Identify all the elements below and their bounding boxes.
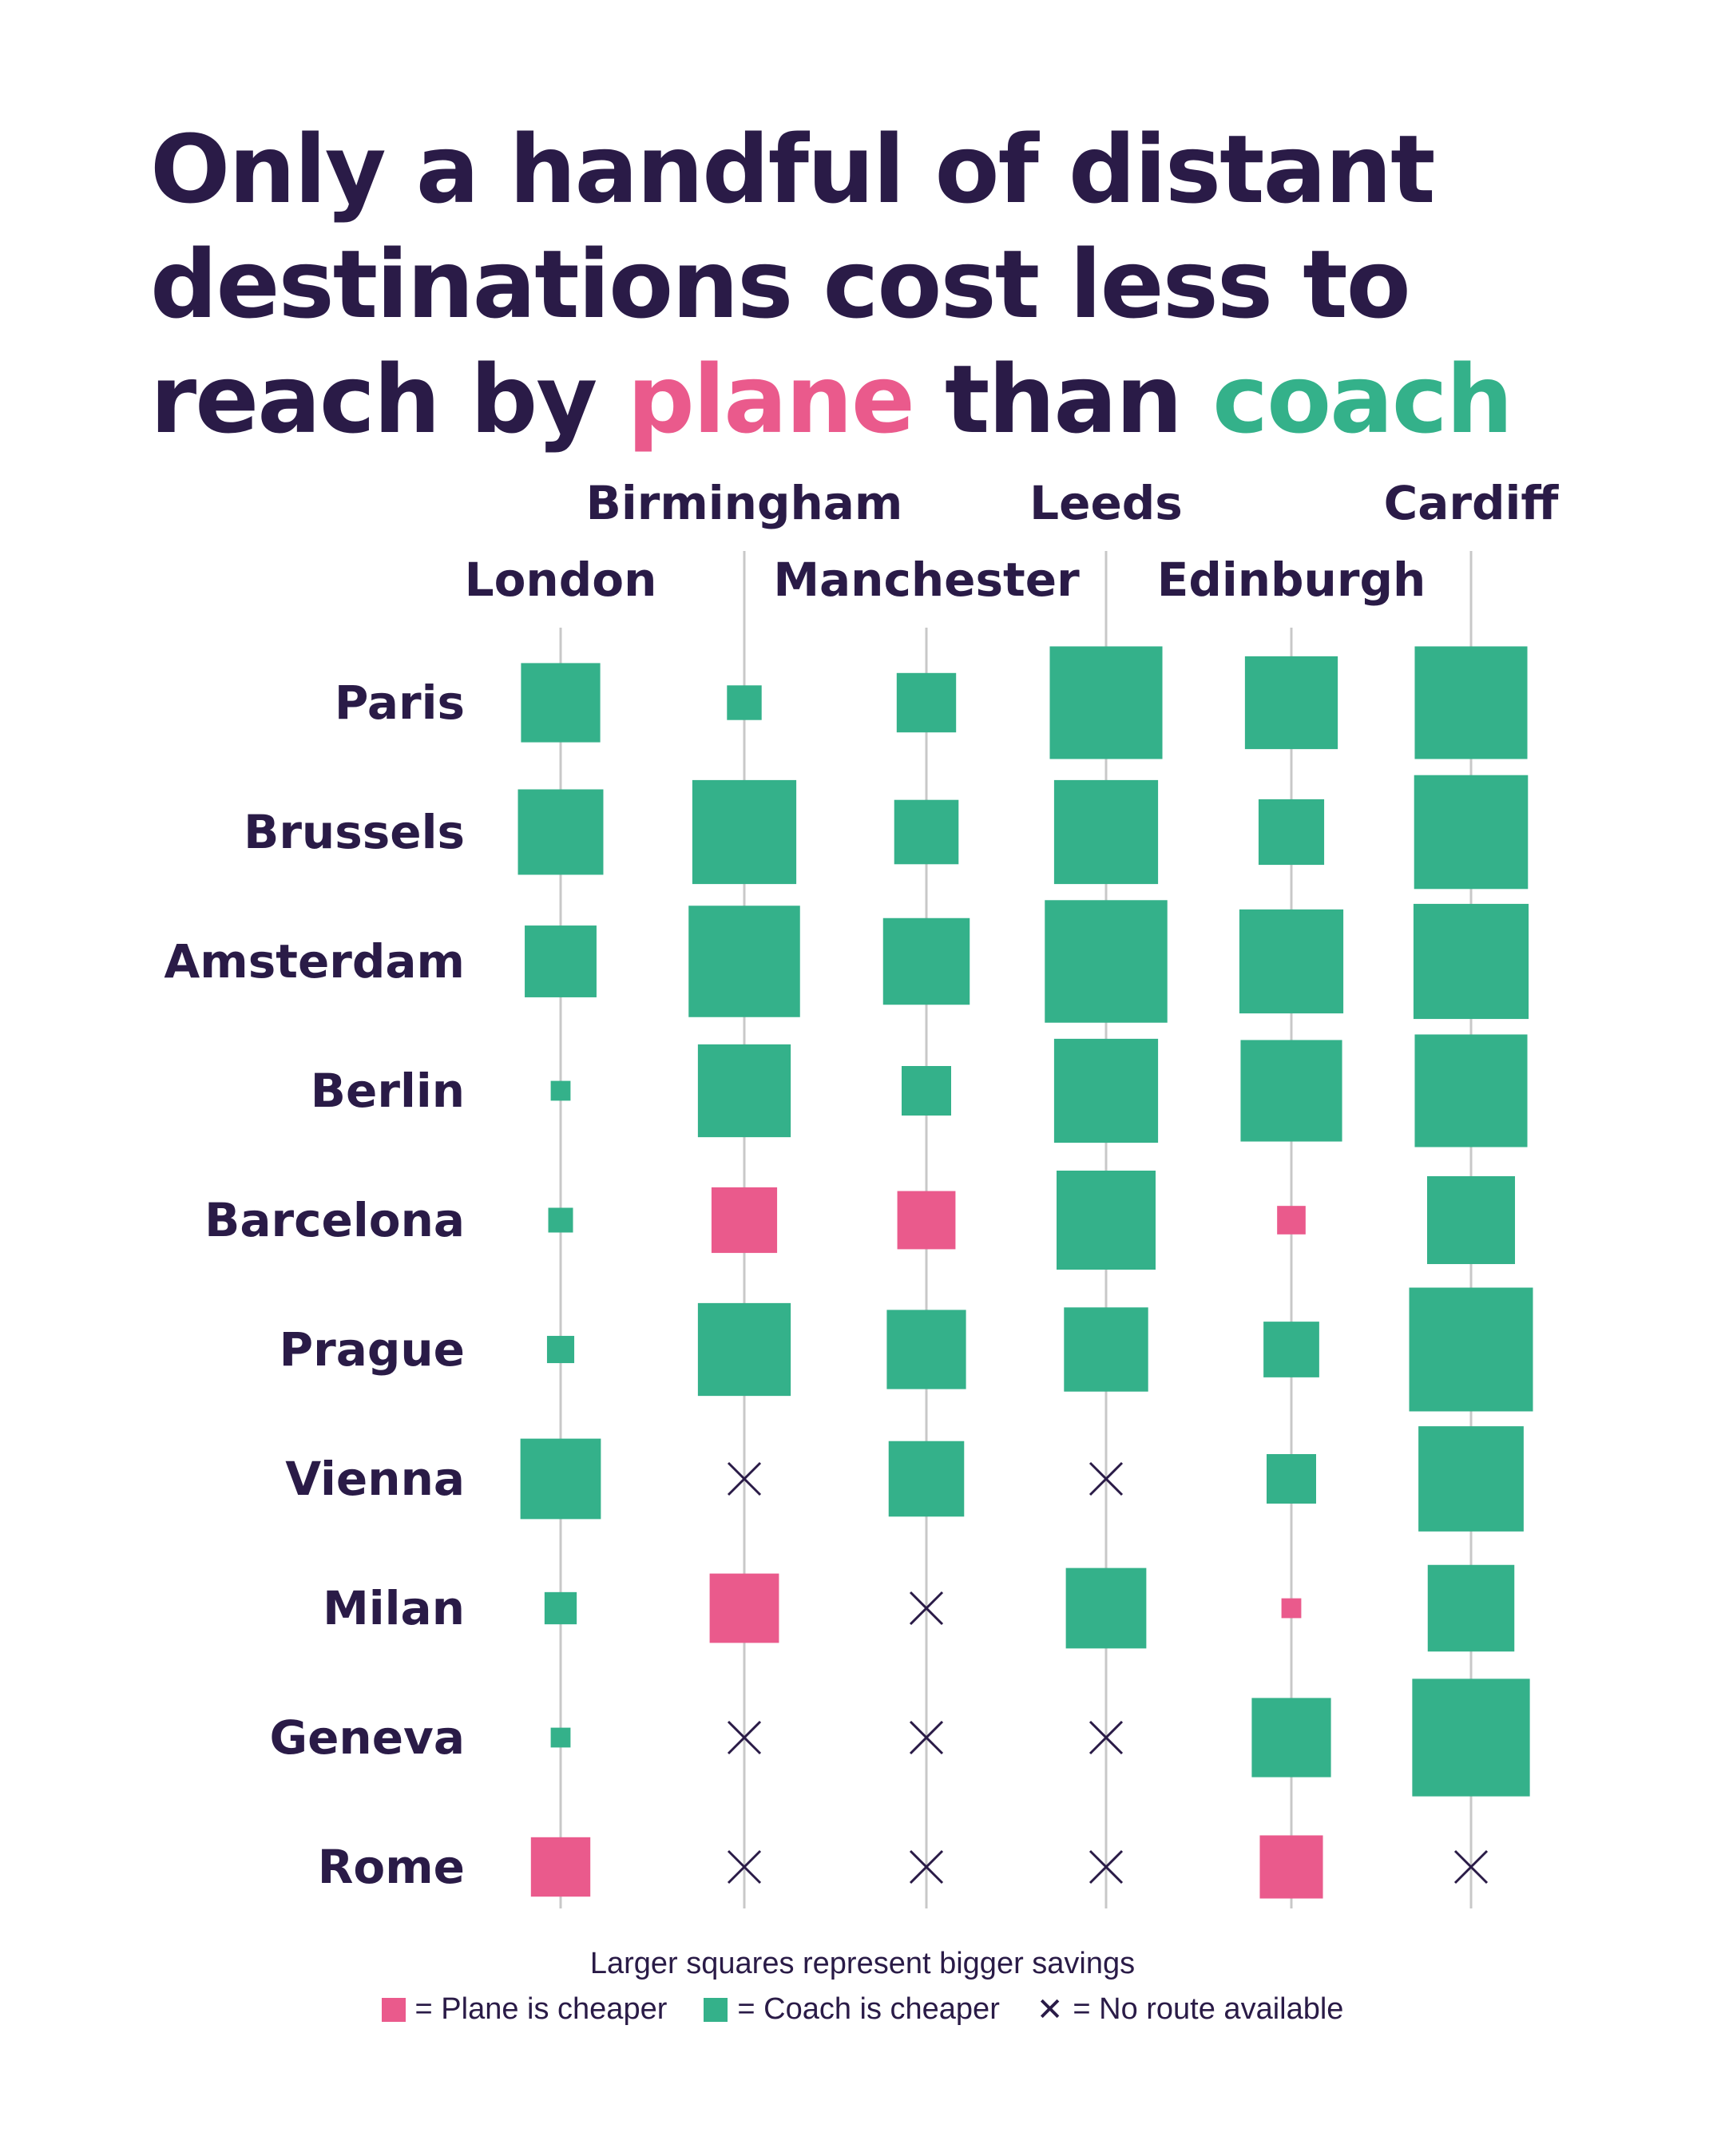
cell-coach-square bbox=[727, 685, 762, 720]
origin-label-manchester: Manchester bbox=[773, 553, 1080, 607]
legend-plane-label: = Plane is cheaper bbox=[414, 1992, 668, 2026]
cell-coach-square bbox=[1251, 1698, 1331, 1778]
cell-coach-square bbox=[518, 789, 604, 875]
no-route-cross-icon bbox=[1089, 1849, 1124, 1885]
cell-coach-square bbox=[550, 1080, 571, 1101]
cell-coach-square bbox=[1263, 1322, 1319, 1377]
destination-label-amsterdam: Amsterdam bbox=[164, 934, 465, 989]
cell-plane-square bbox=[711, 1187, 778, 1254]
cell-coach-square bbox=[1426, 1175, 1516, 1265]
cell-coach-square bbox=[1409, 1287, 1533, 1412]
no-route-cross-icon bbox=[727, 1720, 762, 1755]
cell-coach-square bbox=[544, 1591, 577, 1625]
no-route-cross-icon bbox=[727, 1849, 762, 1885]
cell-coach-square bbox=[1418, 1426, 1524, 1532]
chart-title: Only a handful of distant destinations c… bbox=[150, 112, 1668, 457]
no-route-cross-icon bbox=[909, 1591, 944, 1626]
destination-label-milan: Milan bbox=[323, 1581, 465, 1635]
origin-label-birmingham: Birmingham bbox=[586, 476, 903, 530]
cross-icon: ✕ bbox=[1036, 1992, 1064, 2027]
destination-label-geneva: Geneva bbox=[269, 1710, 465, 1765]
cell-coach-square bbox=[894, 799, 959, 865]
no-route-cross-icon bbox=[1453, 1849, 1489, 1885]
cell-coach-square bbox=[1413, 903, 1529, 1020]
cell-coach-square bbox=[546, 1335, 575, 1364]
cell-coach-square bbox=[697, 1044, 791, 1138]
cell-coach-square bbox=[1057, 1171, 1156, 1270]
cell-plane-square bbox=[897, 1191, 956, 1250]
cell-coach-square bbox=[1053, 779, 1159, 885]
cell-coach-square bbox=[1239, 909, 1344, 1014]
cell-coach-square bbox=[902, 1066, 951, 1116]
cell-coach-square bbox=[1414, 775, 1529, 890]
cell-coach-square bbox=[1414, 646, 1528, 759]
cell-coach-square bbox=[1064, 1307, 1148, 1392]
legend-none-label: = No route available bbox=[1073, 1992, 1344, 2026]
legend-coach: = Coach is cheaper bbox=[704, 1992, 1000, 2027]
origin-label-edinburgh: Edinburgh bbox=[1157, 553, 1426, 607]
title-part-1: Only a handful of distant destinations c… bbox=[150, 114, 1436, 454]
cell-coach-square bbox=[521, 663, 601, 743]
cell-plane-square bbox=[1281, 1598, 1302, 1619]
no-route-cross-icon bbox=[909, 1720, 944, 1755]
legend-plane: = Plane is cheaper bbox=[381, 1992, 668, 2027]
legend-none: ✕ = No route available bbox=[1037, 1992, 1344, 2027]
no-route-cross-icon bbox=[727, 1461, 762, 1496]
cell-coach-square bbox=[1053, 1038, 1159, 1143]
destination-label-berlin: Berlin bbox=[311, 1064, 465, 1118]
cell-coach-square bbox=[1427, 1564, 1515, 1652]
cell-coach-square bbox=[697, 1302, 791, 1397]
cell-coach-square bbox=[882, 917, 970, 1005]
cell-plane-square bbox=[1259, 1835, 1323, 1899]
title-part-2: than bbox=[913, 344, 1213, 454]
origin-label-cardiff: Cardiff bbox=[1384, 476, 1560, 530]
cell-coach-square bbox=[1049, 646, 1163, 759]
destination-label-paris: Paris bbox=[335, 676, 465, 730]
legend-keys: = Plane is cheaper = Coach is cheaper ✕ … bbox=[0, 1992, 1725, 2027]
cell-coach-square bbox=[1065, 1567, 1147, 1649]
cell-coach-square bbox=[1045, 900, 1168, 1023]
cell-coach-square bbox=[886, 1310, 966, 1389]
destination-label-vienna: Vienna bbox=[285, 1452, 465, 1506]
origin-label-london: London bbox=[465, 553, 657, 607]
cell-coach-square bbox=[1258, 799, 1325, 866]
cell-coach-square bbox=[525, 925, 597, 997]
coach-swatch-icon bbox=[704, 1997, 728, 2022]
no-route-cross-icon bbox=[1089, 1461, 1124, 1496]
legend: Larger squares represent bigger savings … bbox=[0, 1947, 1725, 2027]
cell-coach-square bbox=[548, 1207, 573, 1233]
destination-label-barcelona: Barcelona bbox=[204, 1193, 465, 1247]
cell-plane-square bbox=[709, 1573, 779, 1643]
no-route-cross-icon bbox=[1089, 1720, 1124, 1755]
destination-label-rome: Rome bbox=[318, 1840, 465, 1894]
cell-coach-square bbox=[1240, 1040, 1342, 1142]
cell-coach-square bbox=[1412, 1678, 1530, 1797]
destination-label-brussels: Brussels bbox=[244, 805, 465, 859]
cell-coach-square bbox=[520, 1438, 601, 1520]
cell-coach-square bbox=[888, 1441, 965, 1517]
cell-coach-square bbox=[1414, 1034, 1528, 1147]
title-plane-word: plane bbox=[627, 344, 915, 454]
cell-coach-square bbox=[896, 672, 957, 733]
title-coach-word: coach bbox=[1212, 344, 1513, 454]
cell-coach-square bbox=[692, 779, 797, 885]
no-route-cross-icon bbox=[909, 1849, 944, 1885]
cell-coach-square bbox=[1244, 656, 1338, 750]
cell-coach-square bbox=[688, 906, 800, 1017]
cell-plane-square bbox=[530, 1837, 591, 1897]
origin-label-leeds: Leeds bbox=[1029, 476, 1183, 530]
chart-grid: London Birmingham Manchester Leeds Edinburgh… bbox=[164, 476, 1560, 1908]
legend-coach-label: = Coach is cheaper bbox=[737, 1992, 1000, 2026]
destination-label-prague: Prague bbox=[280, 1322, 465, 1377]
cell-coach-square bbox=[1267, 1454, 1316, 1504]
cell-plane-square bbox=[1277, 1206, 1306, 1235]
cell-coach-square bbox=[550, 1727, 571, 1748]
plane-swatch-icon bbox=[381, 1997, 406, 2022]
legend-note: Larger squares represent bigger savings bbox=[589, 1947, 1136, 1980]
